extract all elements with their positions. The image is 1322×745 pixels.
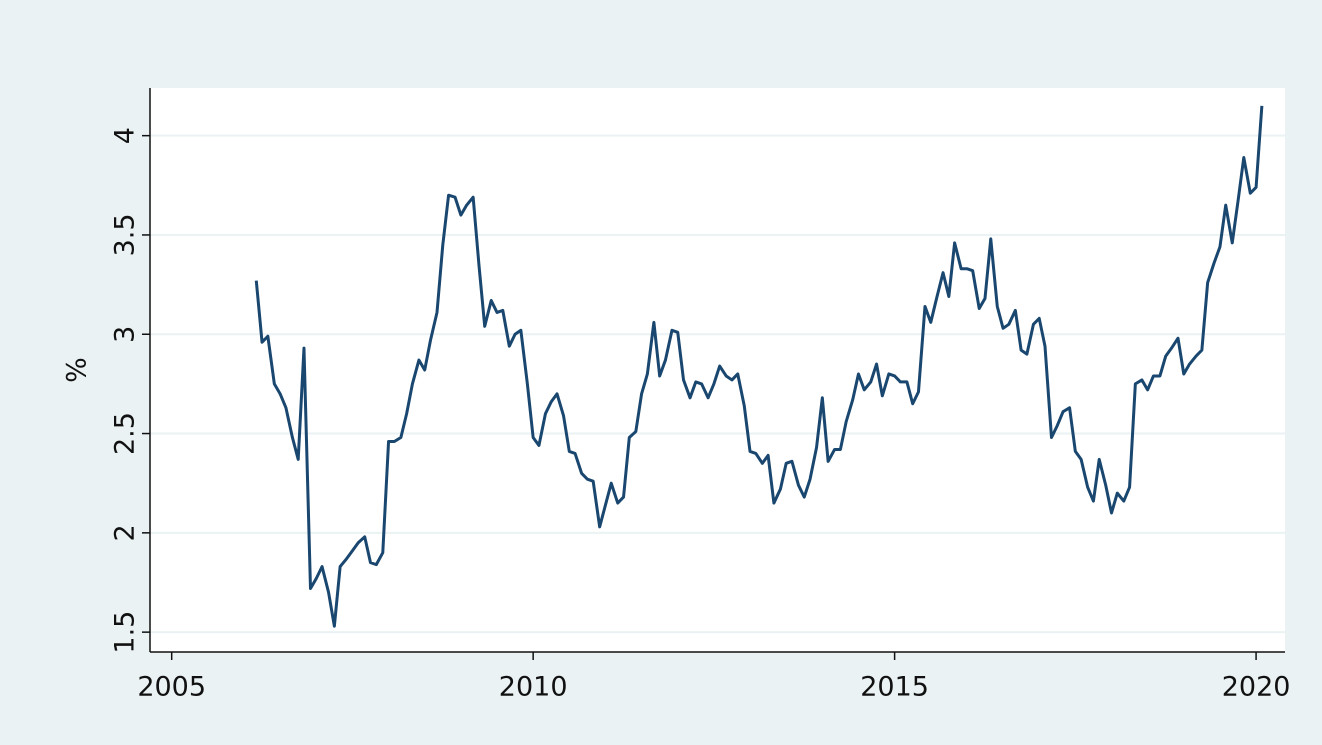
y-tick-label: 3: [110, 326, 141, 343]
x-tick-label: 2015: [860, 672, 929, 703]
data-line: [254, 105, 1264, 628]
y-axis-label: %: [62, 357, 93, 383]
y-tick-label: 4: [110, 127, 141, 144]
y-tick-label: 2: [110, 524, 141, 541]
x-tick-label: 2020: [1222, 672, 1291, 703]
x-tick-label: 2010: [499, 672, 568, 703]
x-tick-label: 2005: [137, 672, 206, 703]
y-tick-label: 3.5: [110, 213, 141, 256]
y-tick-label: 1.5: [110, 611, 141, 654]
y-tick-label: 2.5: [110, 412, 141, 455]
